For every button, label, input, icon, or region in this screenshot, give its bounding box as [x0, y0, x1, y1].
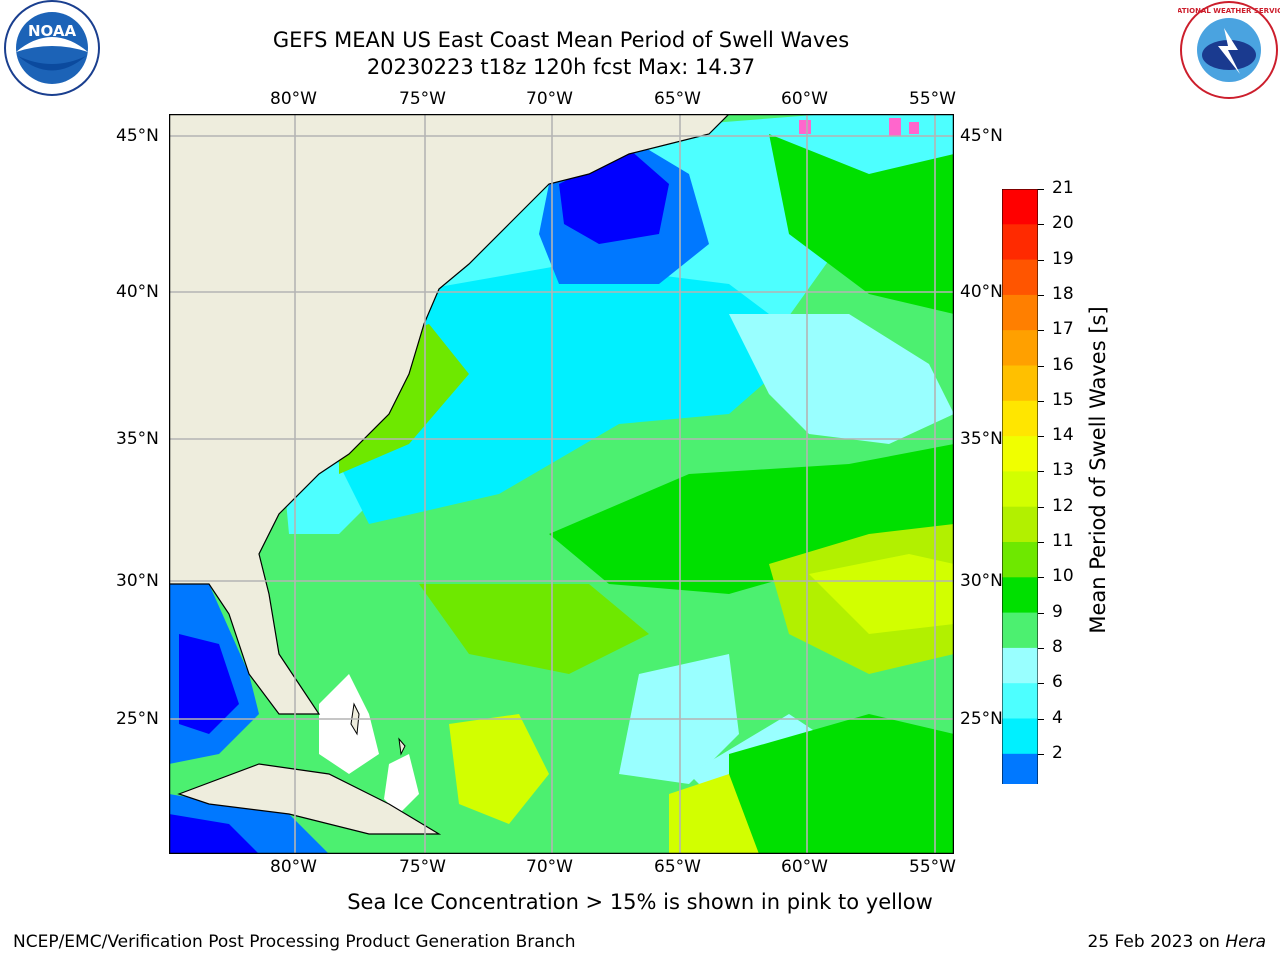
colorbar-tick-label: 6 [1052, 672, 1063, 693]
lon-label-bottom-70w: 70°W [526, 857, 573, 877]
lat-label-left-35n: 35°N [116, 429, 159, 449]
lat-label-right-30n: 30°N [960, 571, 1003, 591]
colorbar-tick-mark [1038, 506, 1044, 508]
colorbar-segment [1002, 471, 1038, 508]
colorbar-tick-mark [1038, 330, 1044, 332]
colorbar [1001, 188, 1039, 819]
lon-label-top-75w: 75°W [399, 89, 446, 109]
swell-period-map [168, 113, 955, 855]
colorbar-tick-label: 2 [1052, 742, 1063, 763]
graticule [169, 114, 954, 854]
colorbar-segment [1002, 577, 1038, 614]
lon-label-bottom-80w: 80°W [270, 857, 317, 877]
footer-host: Hera [1225, 932, 1266, 952]
colorbar-segment [1002, 259, 1038, 296]
colorbar-tick-label: 9 [1052, 601, 1063, 622]
colorbar-tick-label: 16 [1052, 354, 1074, 375]
colorbar-tick-label: 14 [1052, 425, 1074, 446]
noaa-logo-text: NOAA [28, 22, 77, 40]
lat-label-right-40n: 40°N [960, 282, 1003, 302]
colorbar-segment [1002, 542, 1038, 578]
colorbar-tick-mark [1038, 753, 1044, 755]
lat-label-left-30n: 30°N [116, 571, 159, 591]
lon-label-top-55w: 55°W [909, 89, 956, 109]
lat-label-left-40n: 40°N [116, 282, 159, 302]
colorbar-tick-mark [1038, 189, 1044, 190]
land-us [169, 114, 730, 715]
colorbar-segment [1002, 189, 1038, 225]
lat-label-right-35n: 35°N [960, 429, 1003, 449]
colorbar-tick-mark [1038, 471, 1044, 473]
lon-label-bottom-75w: 75°W [399, 857, 446, 877]
lon-label-top-65w: 65°W [654, 89, 701, 109]
noaa-logo: NOAA [0, 0, 104, 100]
colorbar-segment [1002, 436, 1038, 472]
colorbar-tick-mark [1038, 683, 1044, 685]
colorbar-tick-label: 13 [1052, 460, 1074, 481]
colorbar-tick-mark [1038, 542, 1044, 543]
colorbar-segment [1002, 647, 1038, 684]
lon-label-top-70w: 70°W [526, 89, 573, 109]
colorbar-tick-mark [1038, 647, 1044, 649]
colorbar-tick-mark [1038, 224, 1044, 226]
colorbar-tick-mark [1038, 294, 1044, 296]
colorbar-tick-label: 20 [1052, 213, 1074, 234]
footer-date: 25 Feb 2023 on [1087, 932, 1226, 952]
colorbar-tick-label: 15 [1052, 389, 1074, 410]
sea-ice-caption: Sea Ice Concentration > 15% is shown in … [347, 890, 933, 914]
colorbar-tick-label: 18 [1052, 283, 1074, 304]
nws-logo-text: NATIONAL WEATHER SERVICE [1178, 7, 1280, 15]
colorbar-segment [1002, 365, 1038, 402]
nws-logo: NATIONAL WEATHER SERVICE [1171, 0, 1280, 100]
colorbar-tick-label: 4 [1052, 707, 1063, 728]
footer-right: 25 Feb 2023 on Hera [1088, 932, 1266, 952]
colorbar-segment [1002, 612, 1038, 649]
colorbar-tick-label: 19 [1052, 248, 1074, 269]
lat-label-right-25n: 25°N [960, 709, 1003, 729]
land-cuba [177, 763, 442, 835]
colorbar-segment [1002, 506, 1038, 543]
colorbar-segment [1002, 294, 1038, 331]
colorbar-tick-mark [1038, 436, 1044, 438]
colorbar-segment [1002, 330, 1038, 366]
colorbar-tick-label: 11 [1052, 531, 1074, 551]
colorbar-tick-mark [1038, 400, 1044, 402]
lat-label-left-45n: 45°N [116, 126, 159, 146]
lon-label-top-60w: 60°W [781, 89, 828, 109]
colorbar-segment [1002, 400, 1038, 437]
colorbar-segment [1002, 224, 1038, 261]
colorbar-tick-mark [1038, 365, 1044, 367]
lat-label-left-25n: 25°N [116, 709, 159, 729]
colorbar-tick-label: 8 [1052, 636, 1063, 657]
colorbar-segment [1002, 718, 1038, 755]
colorbar-tick-label: 12 [1052, 495, 1074, 516]
colorbar-tick-mark [1038, 577, 1044, 579]
colorbar-segment [1002, 683, 1038, 719]
lon-label-bottom-65w: 65°W [654, 857, 701, 877]
lon-label-bottom-55w: 55°W [909, 857, 956, 877]
colorbar-tick-label: 17 [1052, 319, 1074, 340]
lon-label-top-80w: 80°W [270, 89, 317, 109]
lon-label-bottom-60w: 60°W [781, 857, 828, 877]
colorbar-tick-mark [1038, 612, 1044, 614]
footer-left: NCEP/EMC/Verification Post Processing Pr… [13, 932, 576, 952]
colorbar-label-rot: Mean Period of Swell Waves [s] [1086, 306, 1110, 634]
chart-title-line1: GEFS MEAN US East Coast Mean Period of S… [272, 28, 850, 52]
lat-label-right-45n: 45°N [960, 126, 1003, 146]
colorbar-tick-mark [1038, 718, 1044, 720]
colorbar-tick-label: 10 [1052, 566, 1074, 587]
colorbar-tick-mark [1038, 259, 1044, 261]
chart-title-line2: 20230223 t18z 120h fcst Max: 14.37 [366, 55, 756, 79]
colorbar-tick-label: 21 [1052, 178, 1074, 198]
colorbar-segment [1002, 753, 1038, 790]
